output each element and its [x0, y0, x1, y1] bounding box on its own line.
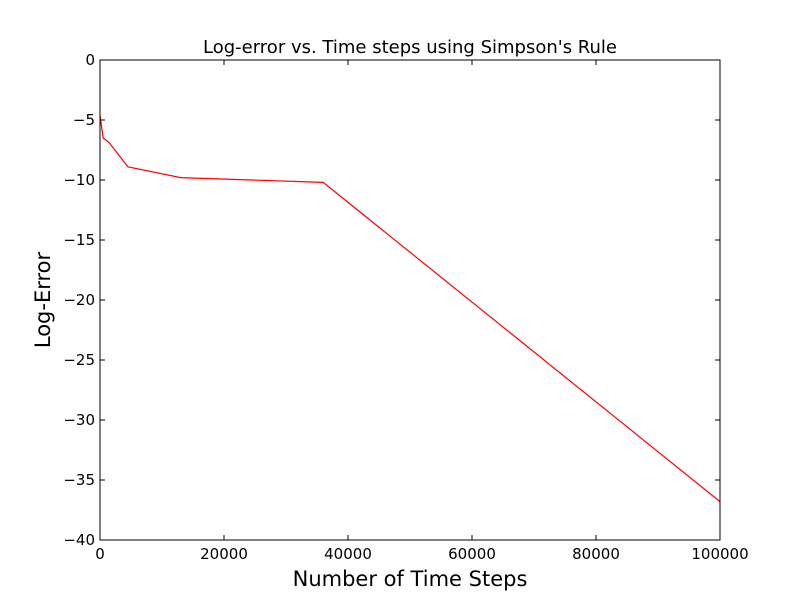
x-tick-label: 20000 — [200, 545, 248, 563]
y-tick-label: 0 — [85, 51, 95, 69]
y-tick-label: −10 — [63, 171, 95, 189]
x-tick-label: 60000 — [448, 545, 496, 563]
y-axis-label: Log-Error — [31, 252, 55, 349]
y-tick-label: −5 — [73, 111, 95, 129]
y-tick-label: −20 — [63, 291, 95, 309]
series-line — [99, 115, 721, 503]
y-tick-label: −35 — [63, 471, 95, 489]
y-tick-label: −25 — [63, 351, 95, 369]
x-tick-label: 100000 — [691, 545, 748, 563]
y-tick-label: −30 — [63, 411, 95, 429]
x-tick-label: 40000 — [324, 545, 372, 563]
chart-title: Log-error vs. Time steps using Simpson's… — [203, 37, 617, 58]
ticks-layer: 0 20000 40000 60000 80000 100000 0 −5 −10 −15 −20 −… — [63, 51, 748, 563]
plot-frame — [99, 59, 721, 541]
x-axis-label: Number of Time Steps — [293, 567, 528, 591]
series-layer — [99, 115, 721, 503]
x-tick-label: 80000 — [572, 545, 620, 563]
y-tick-label: −40 — [63, 531, 95, 549]
y-tick-label: −15 — [63, 231, 95, 249]
x-tick-label: 0 — [95, 545, 105, 563]
